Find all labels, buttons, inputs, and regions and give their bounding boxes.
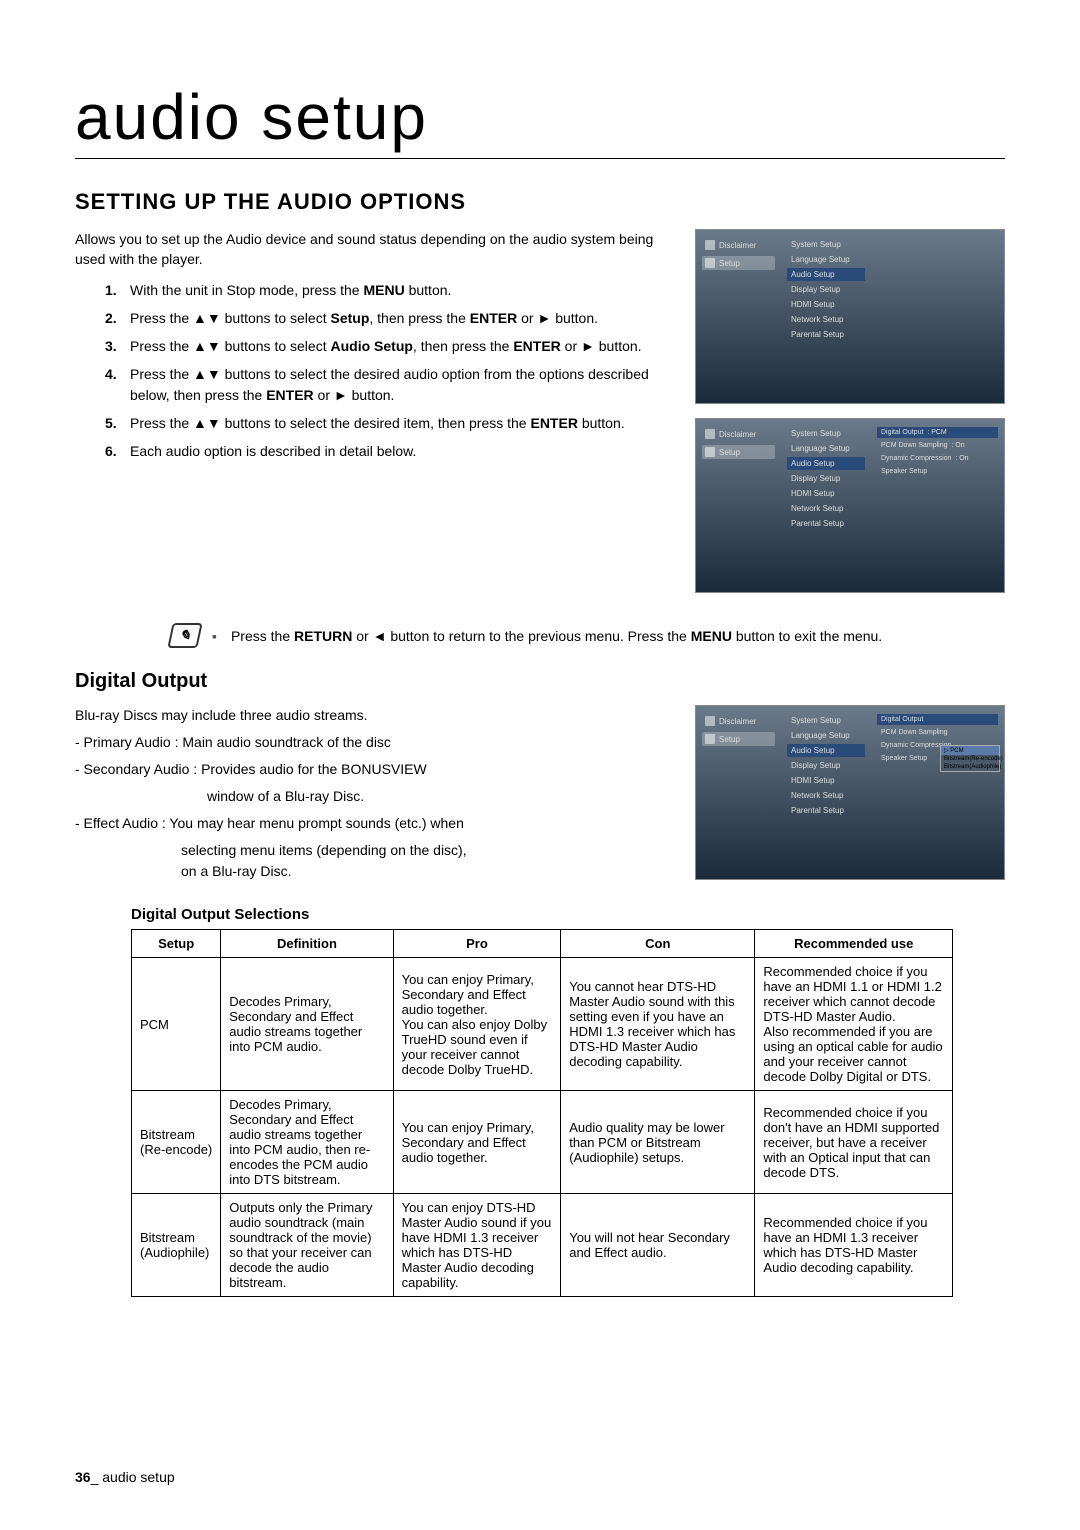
note-icon: ✎ <box>167 623 202 648</box>
intro-paragraph: Allows you to set up the Audio device an… <box>75 229 680 270</box>
th-pro: Pro <box>393 930 561 958</box>
digital-intro: Blu-ray Discs may include three audio st… <box>75 705 680 726</box>
page-title: audio setup <box>75 80 1005 159</box>
screenshot-1: Disclaimer Setup System Setup Language S… <box>695 229 1005 404</box>
step-6: 6.Each audio option is described in deta… <box>130 441 680 461</box>
screenshot-2: Disclaimer Setup System Setup Language S… <box>695 418 1005 593</box>
selections-table: Setup Definition Pro Con Recommended use… <box>131 929 953 1297</box>
screenshot-3: Disclaimer Setup System Setup Language S… <box>695 705 1005 880</box>
stream-effect: - Effect Audio : You may hear menu promp… <box>75 813 680 834</box>
step-5: 5.Press the ▲▼ buttons to select the des… <box>130 413 680 433</box>
page-footer: 36_ audio setup <box>75 1469 175 1485</box>
step-2: 2.Press the ▲▼ buttons to select Setup, … <box>130 308 680 328</box>
popup: ▷ PCM Bitstream(Re-encode) Bitstream(Aud… <box>940 745 1000 772</box>
table-row: Bitstream(Re-encode)Decodes Primary, Sec… <box>132 1091 953 1194</box>
note: ✎ ▪ Press the RETURN or ◄ button to retu… <box>170 623 1005 648</box>
step-1: 1.With the unit in Stop mode, press the … <box>130 280 680 300</box>
th-recommended: Recommended use <box>755 930 953 958</box>
step-4: 4.Press the ▲▼ buttons to select the des… <box>130 364 680 405</box>
table-row: Bitstream(Audiophile)Outputs only the Pr… <box>132 1194 953 1297</box>
table-row: PCMDecodes Primary, Secondary and Effect… <box>132 958 953 1091</box>
table-title: Digital Output Selections <box>131 906 1005 923</box>
stream-primary: - Primary Audio : Main audio soundtrack … <box>75 732 680 753</box>
digital-output-title: Digital Output <box>75 670 1005 693</box>
step-3: 3.Press the ▲▼ buttons to select Audio S… <box>130 336 680 356</box>
stream-secondary: - Secondary Audio : Provides audio for t… <box>75 759 680 780</box>
th-con: Con <box>561 930 755 958</box>
th-definition: Definition <box>221 930 393 958</box>
steps-list: 1.With the unit in Stop mode, press the … <box>75 280 680 462</box>
th-setup: Setup <box>132 930 221 958</box>
section-title: SETTING UP THE AUDIO OPTIONS <box>75 189 1005 215</box>
